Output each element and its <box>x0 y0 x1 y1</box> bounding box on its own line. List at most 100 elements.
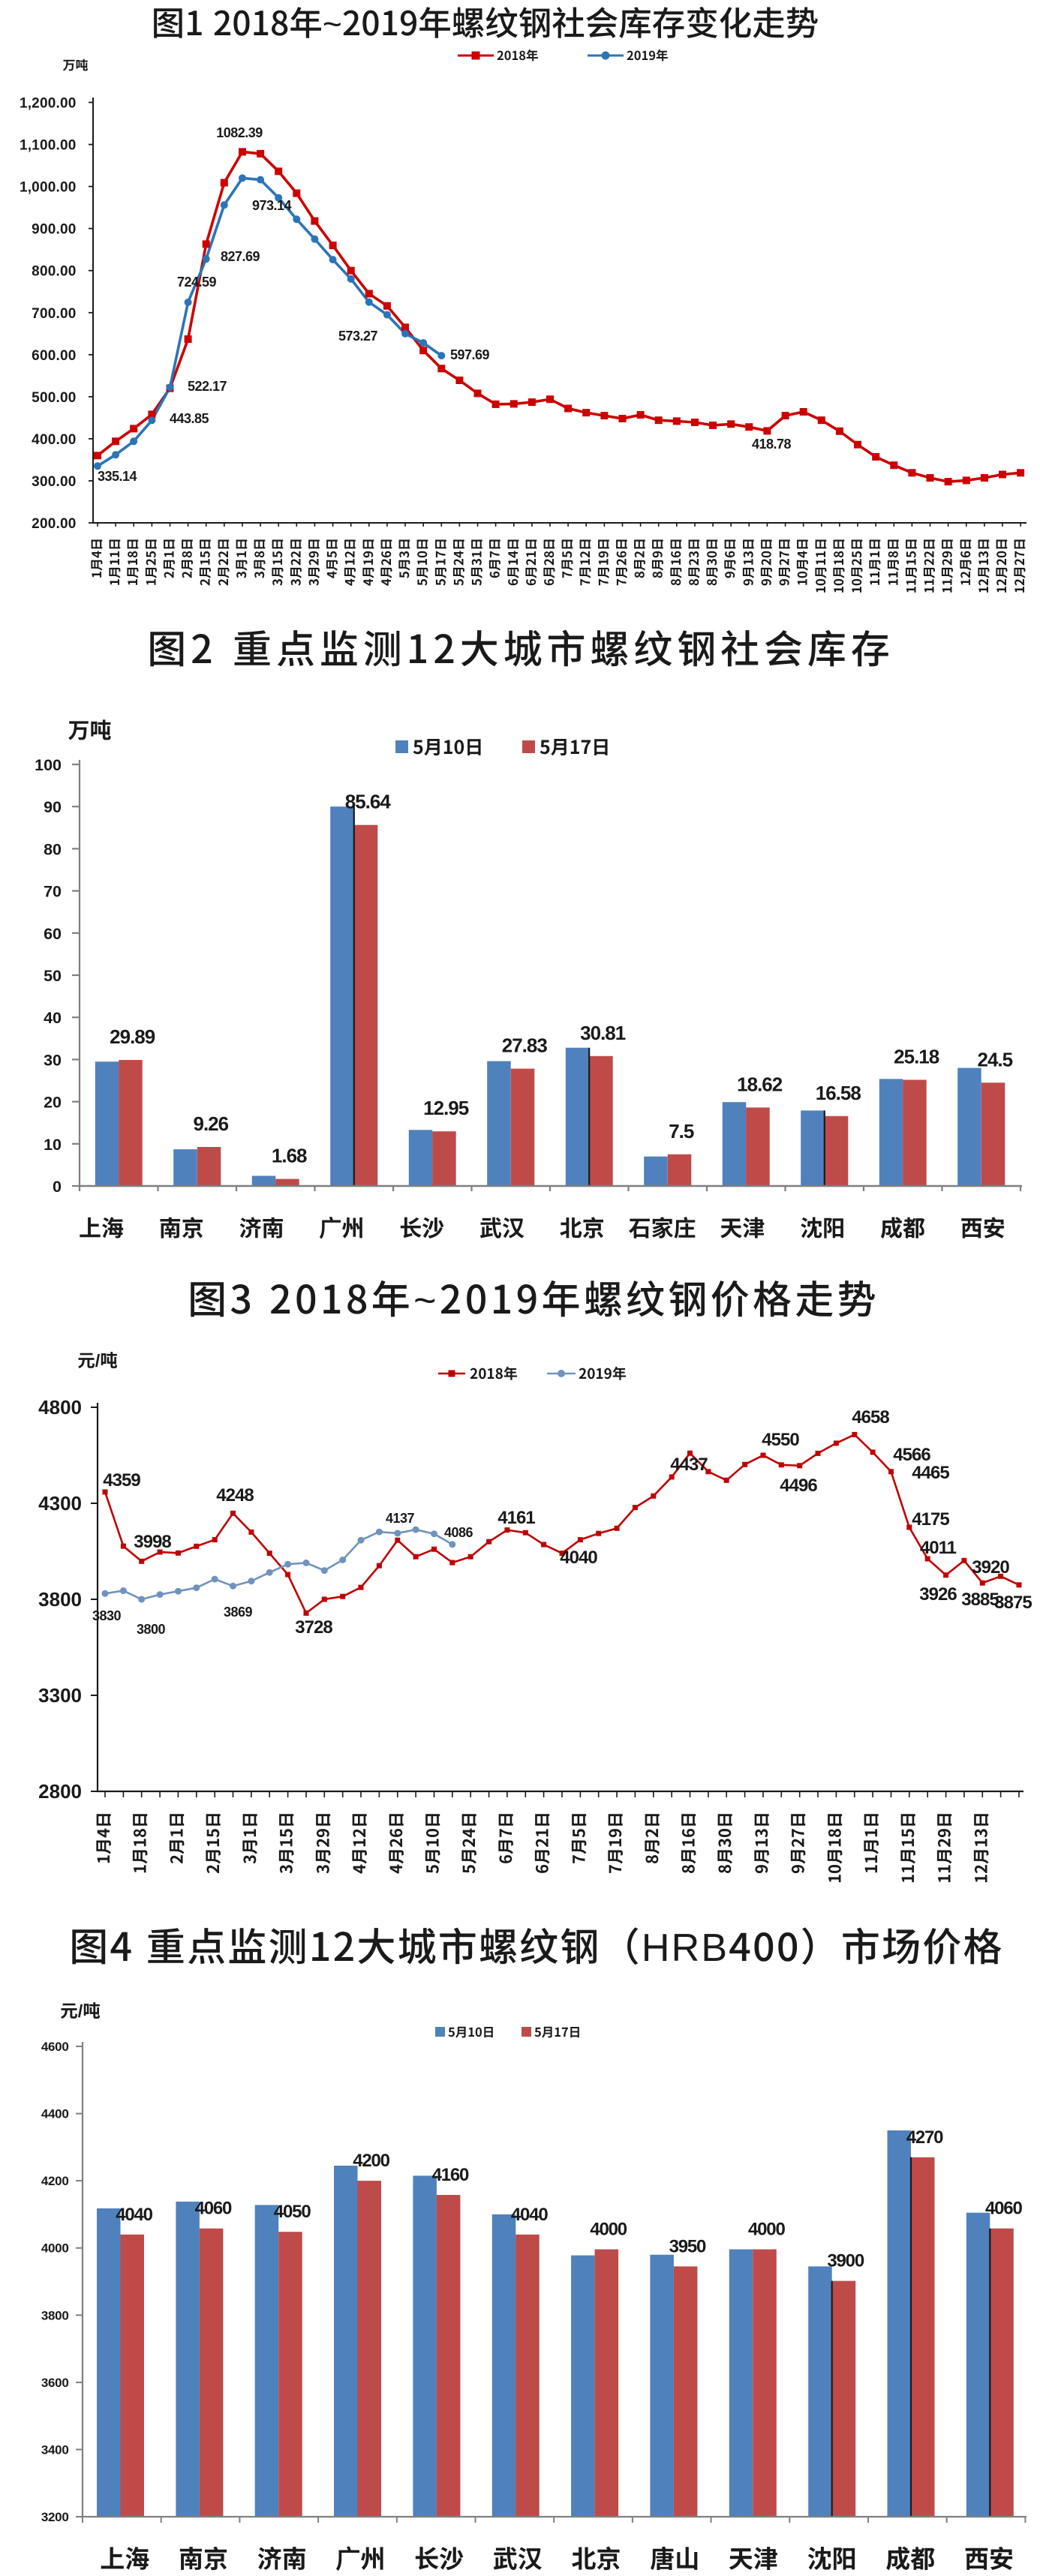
svg-text:4月5日: 4月5日 <box>322 538 341 578</box>
svg-text:90: 90 <box>44 798 62 816</box>
svg-text:300.00: 300.00 <box>32 474 76 490</box>
svg-text:8月2日: 8月2日 <box>630 538 648 578</box>
svg-text:8月16日: 8月16日 <box>666 538 684 586</box>
svg-text:9月13日: 9月13日 <box>749 1812 773 1874</box>
svg-text:724.59: 724.59 <box>177 275 217 290</box>
svg-text:10: 10 <box>44 1136 62 1154</box>
svg-text:10月11日: 10月11日 <box>810 538 829 593</box>
svg-text:广州: 广州 <box>319 1210 364 1243</box>
svg-text:4200: 4200 <box>41 2174 69 2188</box>
svg-text:7月19日: 7月19日 <box>603 1812 627 1874</box>
svg-text:3728: 3728 <box>295 1617 332 1638</box>
svg-text:4011: 4011 <box>920 1538 957 1558</box>
svg-text:4月26日: 4月26日 <box>376 538 395 586</box>
svg-text:1082.39: 1082.39 <box>216 125 263 140</box>
svg-text:2019年: 2019年 <box>627 46 668 64</box>
svg-text:1,200.00: 1,200.00 <box>20 96 77 112</box>
svg-text:8月9日: 8月9日 <box>648 538 666 578</box>
svg-text:18.62: 18.62 <box>737 1073 783 1095</box>
svg-text:9月6日: 9月6日 <box>720 538 738 578</box>
svg-text:图2 重点监测12大城市螺纹钢社会库存: 图2 重点监测12大城市螺纹钢社会库存 <box>147 618 894 674</box>
svg-text:长沙: 长沙 <box>414 2539 464 2575</box>
svg-text:8月30日: 8月30日 <box>712 1812 736 1874</box>
svg-text:3月29日: 3月29日 <box>303 538 322 586</box>
svg-text:11月22日: 11月22日 <box>919 538 938 593</box>
svg-text:24.5: 24.5 <box>977 1048 1012 1070</box>
svg-text:武汉: 武汉 <box>493 2539 543 2575</box>
svg-text:2月1日: 2月1日 <box>164 1812 188 1864</box>
svg-text:成都: 成都 <box>885 2539 935 2575</box>
svg-text:12月27日: 12月27日 <box>1009 538 1028 593</box>
svg-text:3869: 3869 <box>224 1605 253 1620</box>
svg-text:8月30日: 8月30日 <box>702 538 720 586</box>
svg-text:6月7日: 6月7日 <box>493 1812 517 1864</box>
svg-text:上海: 上海 <box>79 1210 124 1243</box>
svg-text:2月15日: 2月15日 <box>195 538 214 586</box>
svg-text:12.95: 12.95 <box>423 1097 469 1119</box>
svg-text:2018年: 2018年 <box>497 46 538 64</box>
svg-text:20: 20 <box>44 1094 62 1112</box>
svg-text:5月24日: 5月24日 <box>448 538 467 586</box>
svg-text:3月29日: 3月29日 <box>310 1812 334 1874</box>
svg-text:3月22日: 3月22日 <box>285 538 304 586</box>
svg-text:443.85: 443.85 <box>170 411 209 426</box>
svg-text:5月17日: 5月17日 <box>540 733 610 760</box>
svg-text:12月13日: 12月13日 <box>973 538 992 593</box>
svg-text:10月18日: 10月18日 <box>828 538 847 593</box>
svg-text:2月1日: 2月1日 <box>159 538 178 578</box>
svg-text:1月4日: 1月4日 <box>86 538 105 578</box>
svg-text:6月28日: 6月28日 <box>539 538 558 586</box>
svg-text:597.69: 597.69 <box>450 347 490 362</box>
svg-text:元/吨: 元/吨 <box>77 1347 118 1372</box>
svg-text:10月18日: 10月18日 <box>822 1812 846 1884</box>
svg-text:5月31日: 5月31日 <box>467 538 485 586</box>
svg-text:7月12日: 7月12日 <box>575 538 594 586</box>
svg-text:827.69: 827.69 <box>221 249 260 264</box>
svg-text:9月27日: 9月27日 <box>786 1812 810 1874</box>
svg-text:700.00: 700.00 <box>32 306 76 322</box>
svg-text:1,000.00: 1,000.00 <box>20 180 77 196</box>
svg-text:4465: 4465 <box>912 1463 949 1483</box>
svg-text:973.14: 973.14 <box>252 198 292 213</box>
svg-text:6月21日: 6月21日 <box>521 538 540 586</box>
svg-text:8月2日: 8月2日 <box>639 1812 663 1864</box>
svg-text:5月17日: 5月17日 <box>430 538 449 586</box>
svg-text:3月15日: 3月15日 <box>274 1812 298 1874</box>
svg-text:西安: 西安 <box>964 2539 1014 2575</box>
svg-text:100: 100 <box>35 756 62 774</box>
svg-text:4270: 4270 <box>906 2127 943 2148</box>
svg-text:北京: 北京 <box>560 1210 605 1243</box>
svg-text:7.5: 7.5 <box>669 1120 694 1142</box>
svg-text:3800: 3800 <box>38 1588 82 1611</box>
svg-text:沈阳: 沈阳 <box>807 2539 857 2575</box>
svg-text:图1 2018年~2019年螺纹钢社会库存变化走势: 图1 2018年~2019年螺纹钢社会库存变化走势 <box>152 0 819 45</box>
svg-text:3月1日: 3月1日 <box>237 1812 261 1864</box>
svg-text:3830: 3830 <box>92 1608 122 1623</box>
svg-text:4月12日: 4月12日 <box>347 1812 371 1874</box>
svg-text:500.00: 500.00 <box>32 390 76 406</box>
svg-text:4400: 4400 <box>41 2107 69 2121</box>
svg-text:4060: 4060 <box>195 2199 232 2219</box>
svg-text:11月1日: 11月1日 <box>858 1812 882 1874</box>
svg-text:图4 重点监测12大城市螺纹钢（HRB400）市场价格: 图4 重点监测12大城市螺纹钢（HRB400）市场价格 <box>69 1916 1003 1972</box>
svg-text:4160: 4160 <box>432 2165 469 2185</box>
svg-text:70: 70 <box>44 883 62 901</box>
svg-text:1月18日: 1月18日 <box>122 538 141 586</box>
svg-text:11月15日: 11月15日 <box>895 1812 919 1884</box>
svg-text:3400: 3400 <box>41 2442 69 2457</box>
svg-text:4060: 4060 <box>985 2199 1022 2219</box>
svg-text:11月1日: 11月1日 <box>864 538 883 586</box>
svg-text:12月13日: 12月13日 <box>968 1812 992 1884</box>
svg-text:800.00: 800.00 <box>32 264 76 280</box>
svg-text:4200: 4200 <box>353 2151 389 2171</box>
svg-text:3950: 3950 <box>669 2236 706 2256</box>
svg-text:0: 0 <box>53 1178 62 1196</box>
svg-text:27.83: 27.83 <box>502 1034 548 1057</box>
svg-text:1,100.00: 1,100.00 <box>20 138 77 154</box>
svg-text:2月8日: 2月8日 <box>177 538 196 578</box>
svg-text:4000: 4000 <box>748 2220 785 2240</box>
svg-text:武汉: 武汉 <box>479 1210 525 1243</box>
svg-text:济南: 济南 <box>239 1210 284 1243</box>
svg-text:济南: 济南 <box>257 2539 307 2575</box>
svg-text:3月8日: 3月8日 <box>249 538 268 578</box>
